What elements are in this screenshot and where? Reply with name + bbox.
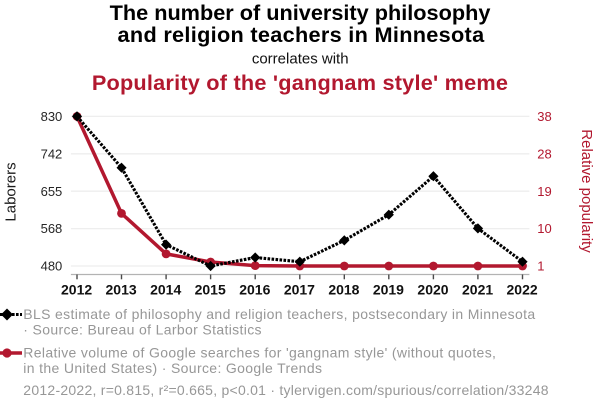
svg-text:2015: 2015 — [195, 282, 226, 298]
svg-text:2017: 2017 — [284, 282, 315, 298]
svg-text:568: 568 — [41, 221, 63, 236]
svg-text:Relative volume of Google sear: Relative volume of Google searches for '… — [23, 345, 496, 361]
svg-text:correlates with: correlates with — [252, 51, 349, 68]
svg-text:2016: 2016 — [239, 282, 270, 298]
svg-text:480: 480 — [41, 259, 63, 274]
svg-text:742: 742 — [41, 146, 63, 161]
svg-text:2022: 2022 — [507, 282, 538, 298]
svg-text:2014: 2014 — [150, 282, 181, 298]
svg-text:Popularity of the 'gangnam sty: Popularity of the 'gangnam style' meme — [92, 70, 508, 95]
svg-text:2021: 2021 — [462, 282, 493, 298]
svg-text:2018: 2018 — [328, 282, 359, 298]
svg-text:830: 830 — [41, 109, 63, 124]
svg-text:10: 10 — [537, 221, 551, 236]
svg-text:2012: 2012 — [61, 282, 92, 298]
svg-text:· Source: Bureau of Larbor Sta: · Source: Bureau of Larbor Statistics — [23, 322, 262, 338]
svg-text:19: 19 — [537, 184, 551, 199]
svg-text:655: 655 — [41, 184, 63, 199]
svg-text:BLS estimate of philosophy and: BLS estimate of philosophy and religion … — [23, 306, 535, 322]
svg-text:2020: 2020 — [417, 282, 448, 298]
svg-text:The number of university philo: The number of university philosophy — [110, 0, 491, 25]
svg-text:2012-2022, r=0.815, r²=0.665,: 2012-2022, r=0.815, r²=0.665, p<0.01 · t… — [23, 382, 548, 398]
svg-text:28: 28 — [537, 146, 551, 161]
svg-text:38: 38 — [537, 109, 551, 124]
svg-text:1: 1 — [537, 259, 544, 274]
svg-text:2019: 2019 — [373, 282, 404, 298]
svg-text:2013: 2013 — [106, 282, 137, 298]
svg-text:in the United States) · Source: in the United States) · Source: Google T… — [23, 360, 322, 376]
svg-text:Laborers: Laborers — [2, 162, 19, 221]
svg-text:and religion teachers in Minne: and religion teachers in Minnesota — [118, 22, 486, 47]
svg-text:Relative popularity: Relative popularity — [578, 129, 595, 253]
